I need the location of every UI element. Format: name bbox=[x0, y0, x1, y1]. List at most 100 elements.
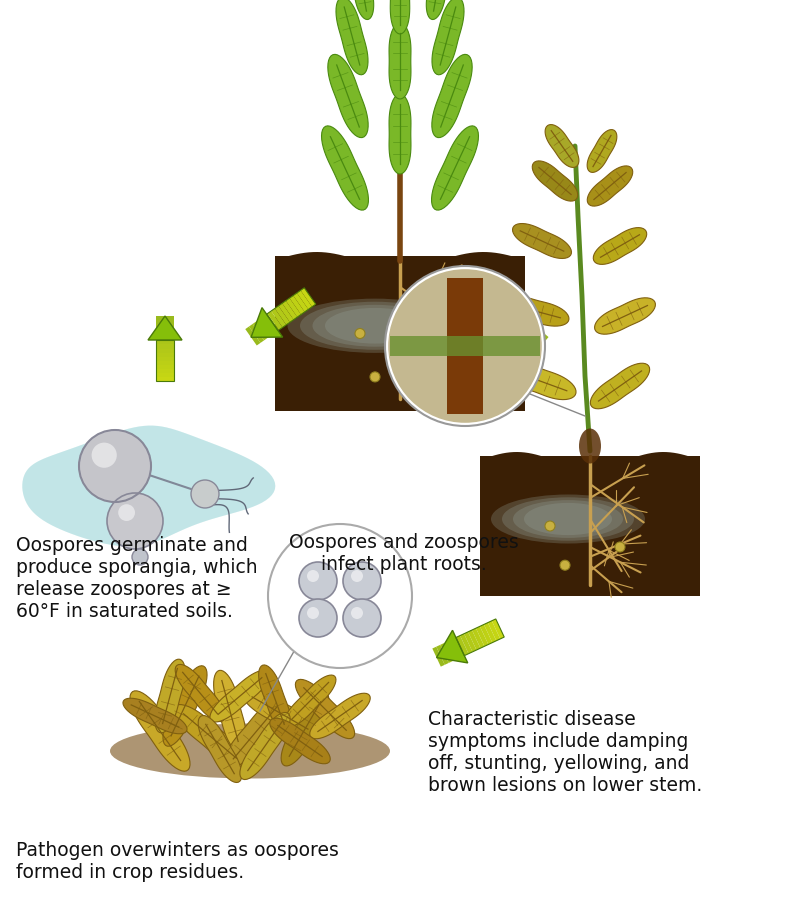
Circle shape bbox=[80, 431, 150, 501]
Circle shape bbox=[107, 493, 162, 549]
Polygon shape bbox=[297, 290, 312, 310]
Text: Characteristic disease
symptoms include damping
off, stunting, yellowing, and
br: Characteristic disease symptoms include … bbox=[428, 710, 702, 795]
Circle shape bbox=[355, 329, 365, 339]
Bar bbox=[390, 336, 540, 356]
Circle shape bbox=[81, 431, 150, 500]
Circle shape bbox=[132, 549, 148, 565]
Polygon shape bbox=[510, 315, 526, 333]
Circle shape bbox=[307, 607, 319, 619]
Polygon shape bbox=[264, 313, 279, 333]
Polygon shape bbox=[464, 632, 477, 652]
Polygon shape bbox=[156, 320, 174, 324]
Text: Pathogen overwinters as oospores
formed in crop residues.: Pathogen overwinters as oospores formed … bbox=[16, 841, 339, 882]
Ellipse shape bbox=[579, 429, 601, 463]
Circle shape bbox=[108, 494, 162, 549]
Polygon shape bbox=[483, 293, 500, 311]
Polygon shape bbox=[249, 324, 264, 343]
Polygon shape bbox=[224, 697, 286, 769]
Polygon shape bbox=[432, 54, 472, 137]
Polygon shape bbox=[22, 426, 275, 547]
Circle shape bbox=[80, 431, 150, 501]
Polygon shape bbox=[487, 296, 503, 314]
Polygon shape bbox=[440, 643, 453, 663]
Circle shape bbox=[385, 266, 545, 426]
Polygon shape bbox=[156, 356, 174, 361]
Polygon shape bbox=[290, 296, 305, 314]
Circle shape bbox=[545, 521, 555, 531]
Polygon shape bbox=[504, 363, 576, 399]
Polygon shape bbox=[389, 94, 411, 174]
Polygon shape bbox=[275, 252, 525, 411]
Polygon shape bbox=[156, 353, 174, 356]
Polygon shape bbox=[533, 334, 549, 353]
Circle shape bbox=[107, 494, 162, 549]
Polygon shape bbox=[460, 634, 473, 654]
Polygon shape bbox=[510, 314, 542, 344]
Polygon shape bbox=[310, 693, 370, 738]
Polygon shape bbox=[214, 671, 246, 752]
Polygon shape bbox=[253, 322, 268, 341]
Polygon shape bbox=[260, 316, 275, 335]
Text: Oospores germinate and
produce sporangia, which
release zoospores at ≥
60°F in s: Oospores germinate and produce sporangia… bbox=[16, 536, 258, 621]
Polygon shape bbox=[322, 125, 369, 210]
Polygon shape bbox=[426, 0, 450, 19]
Polygon shape bbox=[484, 623, 496, 643]
Circle shape bbox=[615, 542, 625, 552]
Polygon shape bbox=[594, 298, 655, 334]
Polygon shape bbox=[251, 308, 282, 337]
Polygon shape bbox=[163, 666, 207, 747]
Polygon shape bbox=[174, 704, 246, 768]
Circle shape bbox=[92, 442, 117, 468]
Polygon shape bbox=[526, 329, 542, 347]
Ellipse shape bbox=[300, 301, 450, 350]
Circle shape bbox=[299, 562, 337, 600]
Polygon shape bbox=[490, 299, 506, 317]
Circle shape bbox=[118, 504, 135, 521]
Circle shape bbox=[307, 570, 319, 582]
Polygon shape bbox=[497, 304, 513, 322]
Polygon shape bbox=[130, 691, 190, 771]
Polygon shape bbox=[156, 333, 174, 336]
Circle shape bbox=[191, 480, 219, 508]
Polygon shape bbox=[500, 307, 516, 325]
Polygon shape bbox=[437, 630, 468, 663]
Ellipse shape bbox=[513, 500, 623, 538]
Polygon shape bbox=[246, 326, 261, 345]
Polygon shape bbox=[271, 309, 286, 327]
Polygon shape bbox=[156, 365, 174, 369]
Polygon shape bbox=[156, 361, 174, 365]
Ellipse shape bbox=[491, 495, 645, 543]
Polygon shape bbox=[294, 293, 308, 312]
Circle shape bbox=[560, 561, 570, 570]
Polygon shape bbox=[350, 0, 374, 19]
Polygon shape bbox=[472, 628, 485, 649]
Polygon shape bbox=[480, 625, 492, 645]
Circle shape bbox=[80, 431, 150, 501]
Polygon shape bbox=[448, 639, 461, 660]
Polygon shape bbox=[519, 323, 535, 342]
Polygon shape bbox=[156, 348, 174, 353]
Ellipse shape bbox=[313, 305, 438, 346]
Polygon shape bbox=[452, 638, 465, 658]
Polygon shape bbox=[389, 23, 411, 99]
Circle shape bbox=[108, 494, 162, 548]
Polygon shape bbox=[267, 311, 282, 330]
Circle shape bbox=[351, 570, 363, 582]
Polygon shape bbox=[456, 636, 469, 656]
Polygon shape bbox=[532, 161, 578, 202]
Polygon shape bbox=[432, 647, 445, 667]
Polygon shape bbox=[156, 369, 174, 373]
Polygon shape bbox=[590, 364, 650, 409]
Polygon shape bbox=[587, 166, 633, 206]
Polygon shape bbox=[156, 328, 174, 333]
Polygon shape bbox=[274, 306, 290, 325]
Ellipse shape bbox=[325, 308, 425, 344]
Polygon shape bbox=[156, 324, 174, 328]
Polygon shape bbox=[516, 321, 532, 339]
Polygon shape bbox=[513, 224, 571, 258]
Polygon shape bbox=[270, 718, 330, 764]
Polygon shape bbox=[513, 318, 529, 336]
Circle shape bbox=[299, 599, 337, 637]
Polygon shape bbox=[488, 621, 500, 641]
Polygon shape bbox=[545, 125, 579, 168]
